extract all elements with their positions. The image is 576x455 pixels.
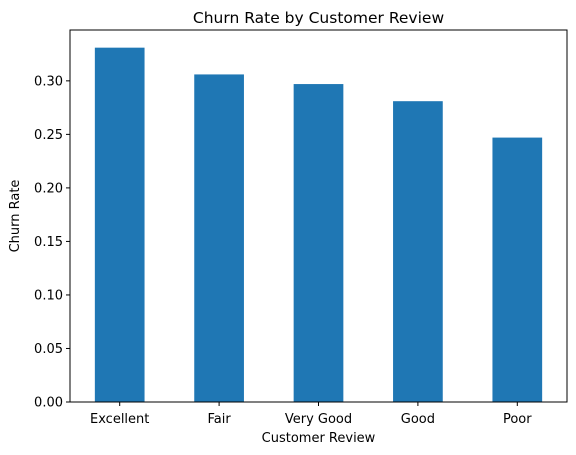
bar-poor [492, 137, 543, 402]
x-tick-label: Very Good [285, 412, 352, 427]
bar-fair [194, 74, 244, 402]
y-tick-label: 0.20 [34, 181, 63, 196]
y-tick-label: 0.25 [34, 128, 63, 143]
plot-frame [69, 29, 568, 403]
x-tick-label: Poor [503, 412, 532, 427]
x-axis-title: Customer Review [262, 431, 376, 446]
y-axis-ticks: 0.00 0.05 0.10 0.15 0.20 0.25 0.30 [34, 74, 70, 411]
chart-title: Churn Rate by Customer Review [193, 9, 445, 27]
y-axis-title: Churn Rate [8, 180, 23, 253]
x-tick-label: Fair [207, 412, 231, 427]
bar-excellent [94, 47, 145, 403]
bars-group [94, 47, 543, 403]
x-tick-label: Excellent [90, 412, 149, 427]
y-tick-label: 0.05 [34, 342, 63, 357]
x-axis-ticks: Excellent Fair Very Good Good Poor [90, 402, 532, 427]
x-tick-label: Good [401, 412, 435, 427]
y-tick-label: 0.15 [34, 235, 63, 250]
bar-very-good [293, 84, 344, 403]
y-tick-label: 0.10 [34, 288, 63, 303]
y-tick-label: 0.00 [34, 396, 63, 411]
bar-good [393, 101, 443, 403]
y-tick-label: 0.30 [34, 74, 63, 89]
